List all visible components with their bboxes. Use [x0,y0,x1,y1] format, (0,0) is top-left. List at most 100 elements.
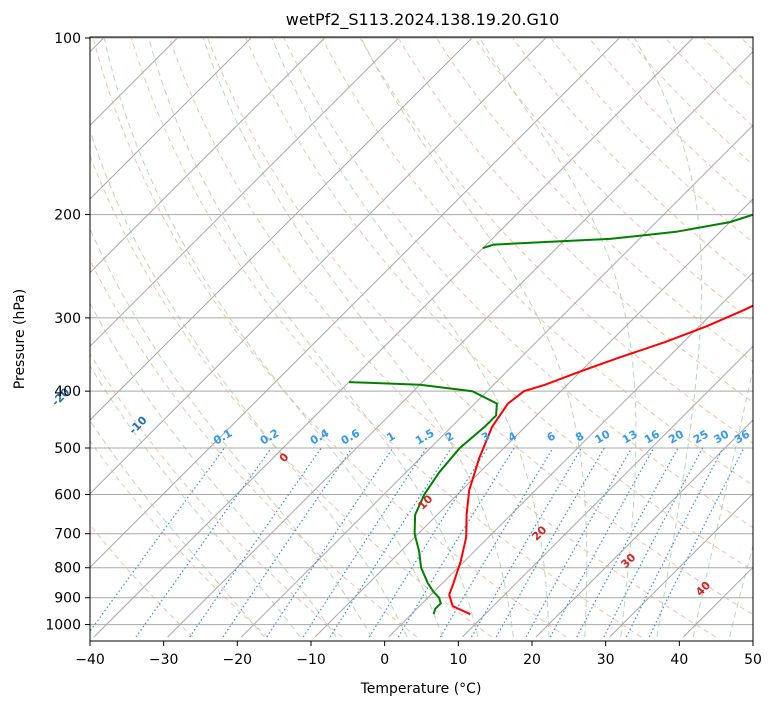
y-tick-label: 900 [54,591,81,607]
moist-adiabat-line [202,37,514,638]
dry-adiabat-line [245,37,753,572]
isotherm-line [240,124,753,638]
temperature-profile-line [448,304,753,616]
dry-adiabat-line [283,37,753,529]
chart-title: wetPf2_S113.2024.138.19.20.G10 [285,10,560,29]
isotherm-line [90,37,547,495]
moist-adiabat-line [103,37,444,638]
mixing-ratio-label: 2 [443,429,456,444]
dry-adiabat-line [550,37,753,244]
isotherm-line [682,566,753,638]
x-tick-label: −10 [296,652,326,668]
isotherm-line [314,198,753,638]
mixing-ratio-line [576,447,679,638]
moist-adiabat-line [729,543,753,638]
dry-adiabat-line [664,37,753,127]
mixing-ratio-line [368,447,489,638]
mixing-ratio-line [603,447,704,638]
isotherm-line [90,37,326,274]
mixing-ratio-label: 13 [620,428,640,447]
moist-adiabat-line [692,367,753,638]
y-tick-label: 500 [54,441,81,457]
mixing-ratio-line [189,447,322,638]
dewpoint-profile-line [348,381,498,615]
x-tick-label: 0 [380,652,389,668]
isotherm-line [93,37,694,638]
dry-adiabat-line [207,37,753,616]
y-tick-label: 700 [54,527,81,543]
dry-adiabat-line [359,37,753,445]
mixing-ratio-label: 4 [506,429,519,444]
moist-adiabat-label: 0 [277,450,292,465]
x-tick-label: 50 [744,652,762,668]
isotherm-line [90,37,620,569]
mixing-ratio-line [495,447,605,638]
moist-adiabat-line [479,37,637,638]
mixing-ratio-label: 0.6 [339,426,363,447]
isotherm-line [90,37,399,348]
y-tick-label: 200 [54,208,81,224]
mixing-ratio-line [302,447,428,638]
mixing-ratio-label: 0.4 [308,426,332,447]
moist-adiabat-line [90,419,265,638]
isotherm-line [757,38,775,637]
y-tick-label: 300 [54,311,81,327]
moist-adiabat-line [633,37,703,638]
isotherm-line [535,419,753,638]
x-tick-label: −40 [75,652,105,668]
mixing-ratio-label: 8 [573,429,586,444]
x-tick-label: 20 [523,652,541,668]
dry-adiabat-label: -10 [126,413,149,436]
moist-adiabat-line [90,364,301,638]
moist-adiabat-label: 20 [529,523,549,543]
isotherm-line [461,345,753,638]
mixing-ratio-line [222,447,353,638]
moist-adiabat-label: 40 [693,578,713,598]
y-tick-label: 1000 [45,618,81,634]
dry-adiabat-line [474,37,753,323]
moist-adiabat-line [360,37,588,638]
moist-adiabat-line [90,227,373,638]
mixing-ratio-label: 30 [712,427,732,446]
y-tick-label: 800 [54,561,81,577]
dry-adiabat-line [321,37,753,486]
isotherm-line [90,37,252,200]
y-axis-label: Pressure (hPa) [12,289,28,389]
mixing-ratio-label: 1 [384,429,397,444]
isotherm-line [388,271,753,638]
dry-adiabat-line [169,37,716,638]
x-tick-label: −30 [149,652,179,668]
dry-adiabat-line [130,37,642,638]
dry-adiabat-line [588,37,753,205]
moist-adiabat-line [90,128,408,638]
x-tick-label: 30 [597,652,615,668]
moist-adiabat-line [148,37,479,638]
isotherm-line [90,37,473,421]
mixing-ratio-line [470,447,583,638]
mixing-ratio-label: 6 [545,429,558,444]
dry-adiabat-line [435,37,753,363]
isotherm-line [167,50,753,638]
dry-adiabat-line [741,37,753,51]
y-tick-label: 600 [54,487,81,503]
x-tick-label: 10 [449,652,467,668]
mixing-ratio-label: 16 [642,427,662,446]
moist-adiabat-line [90,302,337,638]
mixing-ratio-label: 1.5 [413,426,436,447]
y-tick-label: 400 [54,384,81,400]
mixing-ratio-line [90,447,225,633]
mixing-ratio-label: 25 [691,428,711,447]
mixing-ratio-label: 0.1 [211,426,234,447]
mixing-ratio-line [525,447,633,638]
dry-adiabat-line [90,259,418,638]
moist-adiabat-line [271,37,550,638]
mixing-ratio-line [329,447,452,638]
isotherm-line [609,492,753,638]
y-tick-label: 100 [54,31,81,47]
plot-frame [89,36,754,642]
dewpoint-profile-line [482,213,753,249]
mixing-ratio-line [135,447,272,638]
x-tick-label: 40 [670,652,688,668]
dry-adiabat-line [90,154,492,638]
